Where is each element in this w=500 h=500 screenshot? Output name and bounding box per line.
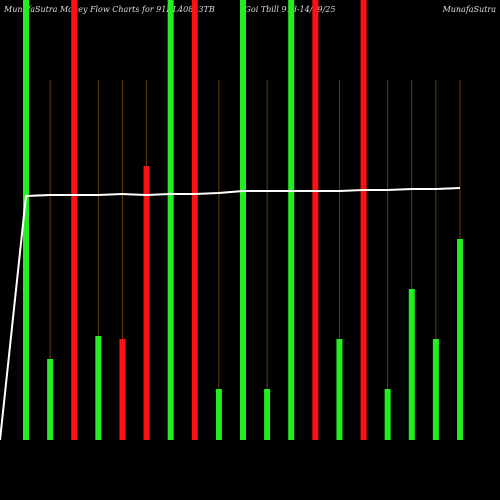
chart-title: MunafaSutra Money Flow Charts for 91DL40…: [3, 5, 215, 14]
bar: [240, 0, 246, 440]
bar: [432, 339, 439, 440]
bar: [264, 389, 271, 440]
bar: [288, 0, 295, 440]
bar: [312, 0, 319, 440]
bar: [119, 339, 126, 440]
bar: [167, 0, 174, 440]
bar: [384, 389, 391, 440]
bar: [408, 289, 415, 440]
money-flow-line: [0, 187, 461, 441]
bar: [23, 0, 29, 440]
bar: [336, 339, 343, 440]
bar: [71, 0, 78, 440]
bar: [47, 359, 54, 440]
bar: [191, 0, 198, 440]
annotation: MunafaSutra: [442, 5, 497, 14]
bar: [360, 0, 367, 440]
bar: [215, 389, 222, 440]
plot: [0, 0, 463, 441]
bar: [95, 336, 102, 440]
bar: [143, 166, 150, 440]
bar: [457, 239, 463, 440]
